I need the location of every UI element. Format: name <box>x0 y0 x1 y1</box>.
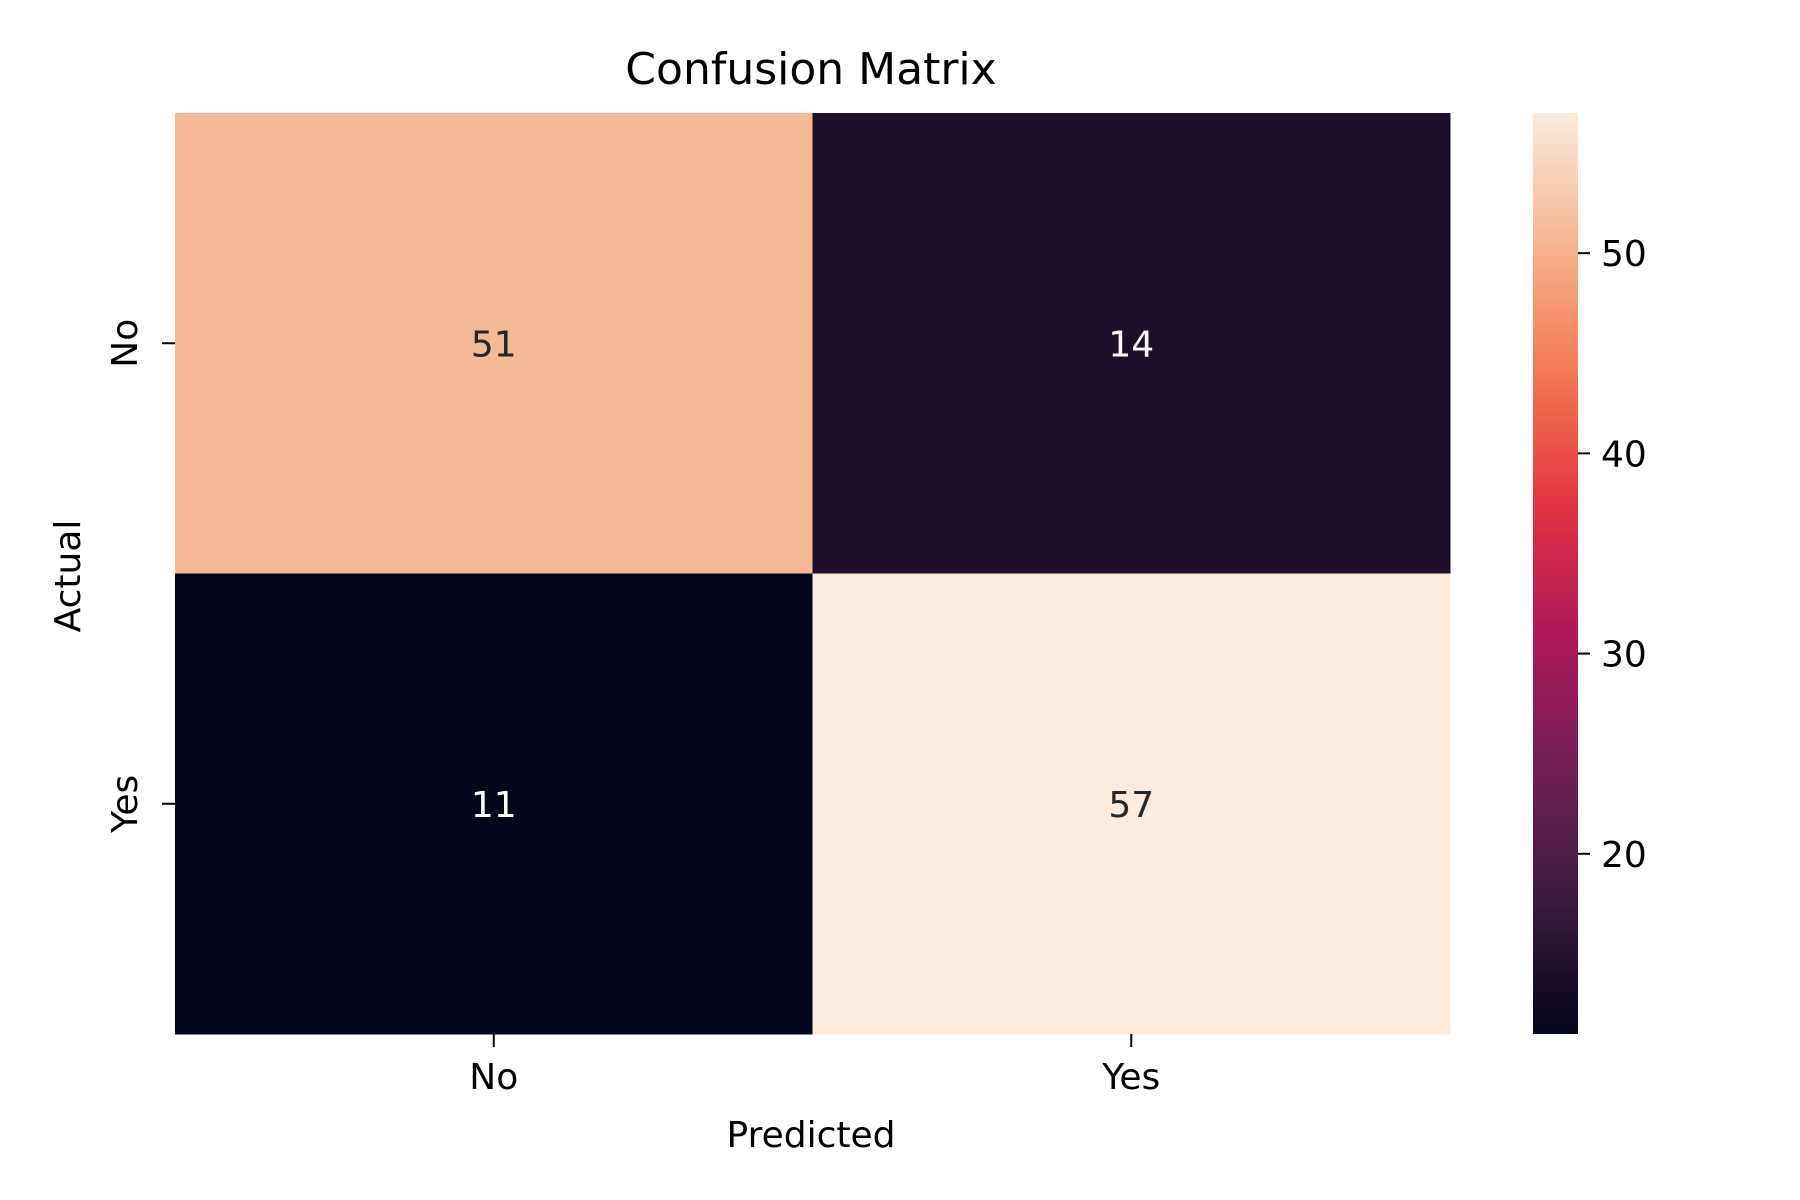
heatmap-cell <box>812 113 1451 574</box>
heatmap-cell <box>175 113 813 574</box>
heatmap-axes: No Yes No Yes <box>105 319 1160 1098</box>
heatmap-cell <box>175 573 813 1035</box>
x-axis-label: Predicted <box>727 1115 896 1156</box>
colorbar-tick-label: 20 <box>1601 835 1647 876</box>
y-tick-label: Yes <box>105 775 146 834</box>
x-tick-label: Yes <box>1101 1057 1160 1098</box>
heatmap-cell <box>812 573 1451 1035</box>
chart-title: Confusion Matrix <box>625 44 996 95</box>
x-tick-label: No <box>469 1057 518 1098</box>
y-tick-label: No <box>105 319 146 368</box>
cell-value-label: 51 <box>471 324 517 365</box>
heatmap-cells: 51 14 11 57 <box>175 113 1451 1035</box>
colorbar: 20 30 40 50 <box>1533 113 1647 1034</box>
colorbar-tick-label: 30 <box>1601 635 1647 676</box>
y-axis-label: Actual <box>48 520 89 633</box>
colorbar-bar <box>1533 113 1578 1034</box>
colorbar-tick-label: 40 <box>1601 434 1647 475</box>
cell-value-label: 11 <box>471 785 517 826</box>
cell-value-label: 14 <box>1108 324 1154 365</box>
cell-value-label: 57 <box>1108 785 1154 826</box>
colorbar-tick-label: 50 <box>1601 234 1647 275</box>
